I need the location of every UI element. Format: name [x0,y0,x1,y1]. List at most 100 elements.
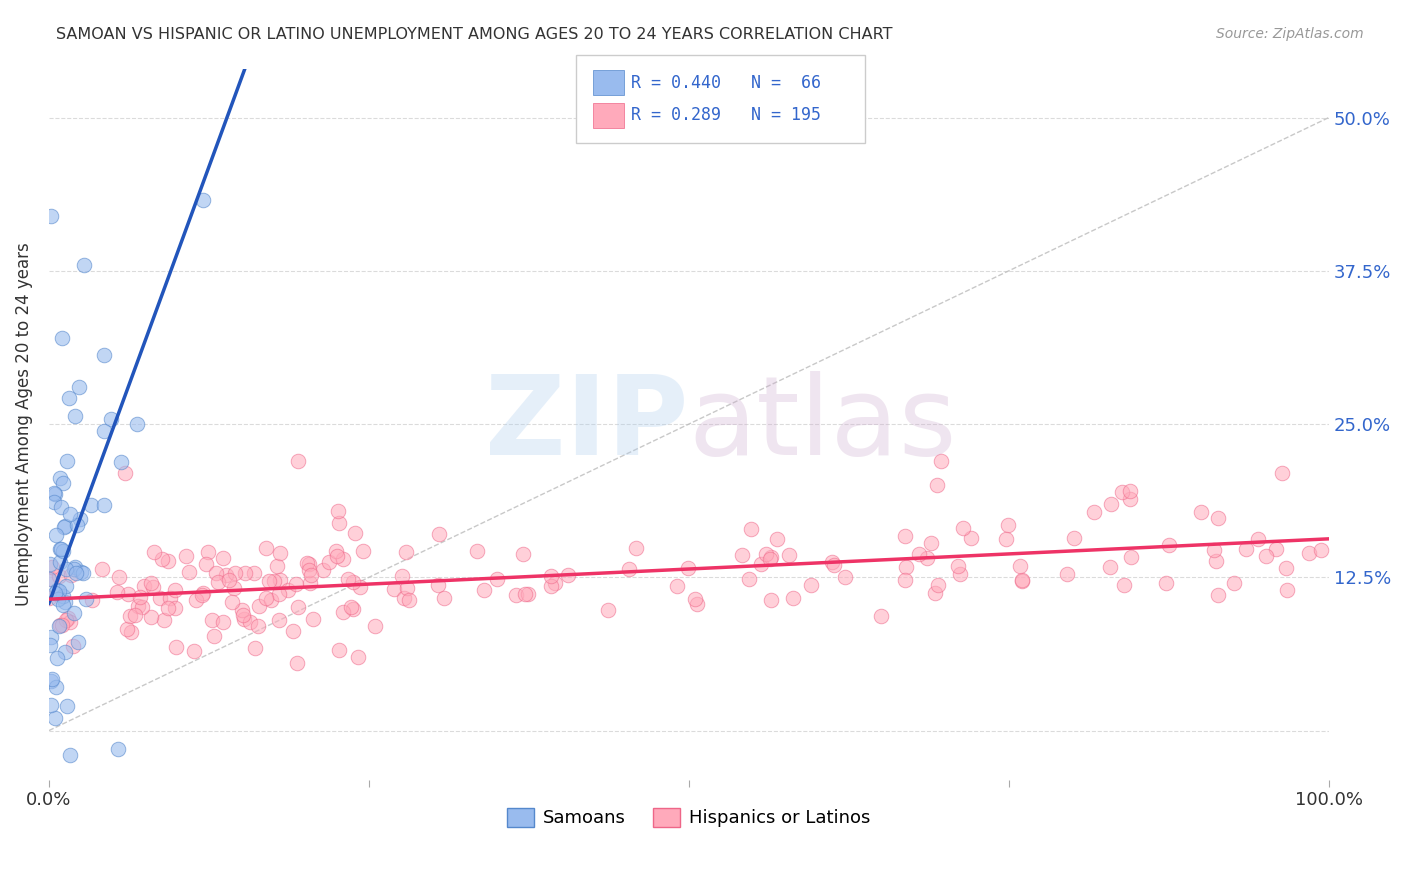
Point [427,526,450,541]
Point [45,582,67,597]
Point [39,209,62,223]
Point [51,331,73,345]
Point [52,543,75,558]
Point [131,599,153,614]
Point [544,576,567,591]
Point [1118,484,1140,499]
Point [56,454,79,468]
Point [51,500,73,514]
Point [38,558,60,572]
Point [76,592,98,607]
Point [62,639,84,653]
Point [231,603,253,617]
Point [235,566,257,580]
Point [283,624,305,639]
Point [55,562,77,576]
Point [52,589,75,603]
Point [41,572,63,586]
Point [1011,573,1033,587]
Point [224,581,246,595]
Point [201,613,224,627]
Point [125,417,148,431]
Point [212,615,235,629]
Point [134,578,156,592]
Point [184,593,207,607]
Point [1157,538,1180,552]
Text: R = 0.289   N = 195: R = 0.289 N = 195 [631,106,821,125]
Point [110,455,132,469]
Point [1119,491,1142,506]
Point [257,574,280,588]
Text: ZIP: ZIP [485,370,689,477]
Point [191,586,214,600]
Point [107,742,129,756]
Point [48,555,70,569]
Point [70,565,93,579]
Point [1099,559,1122,574]
Point [100,411,122,425]
Text: R = 0.440   N =  66: R = 0.440 N = 66 [631,73,821,92]
Point [214,567,236,582]
Point [485,572,508,586]
Point [52,476,75,491]
Point [165,582,187,597]
Point [1223,576,1246,591]
Point [58,391,80,405]
Point [1234,541,1257,556]
Point [778,548,800,562]
Point [59,507,82,521]
Point [263,574,285,588]
Point [340,600,363,615]
Point [107,570,129,584]
Point [247,599,270,613]
Point [52,520,75,534]
Point [212,550,235,565]
Point [960,531,983,545]
Point [1008,559,1031,574]
Point [44,487,66,501]
Point [59,567,82,582]
Point [142,545,165,559]
Point [51,542,73,557]
Point [156,601,179,615]
Point [382,582,405,597]
Point [39,673,62,688]
Point [823,558,845,572]
Point [93,424,115,438]
Point [505,588,527,602]
Point [254,591,277,606]
Point [915,550,938,565]
Point [45,681,67,695]
Point [285,656,308,670]
Point [295,556,318,570]
Point [465,543,488,558]
Point [267,613,290,627]
Point [218,574,240,588]
Point [624,541,647,556]
Point [48,584,70,599]
Point [194,557,217,571]
Point [245,640,267,655]
Point [247,619,270,633]
Point [474,582,496,597]
Point [49,471,72,485]
Point [53,644,76,658]
Point [177,565,200,579]
Point [232,607,254,622]
Point [72,566,94,580]
Point [48,619,70,633]
Point [1056,567,1078,582]
Point [221,594,243,608]
Point [328,643,350,657]
Point [124,607,146,622]
Point [1275,561,1298,575]
Point [202,629,225,643]
Point [243,566,266,581]
Point [800,577,823,591]
Point [997,518,1019,533]
Point [949,566,972,581]
Point [66,518,89,533]
Point [269,587,291,601]
Point [269,573,291,587]
Point [67,635,90,649]
